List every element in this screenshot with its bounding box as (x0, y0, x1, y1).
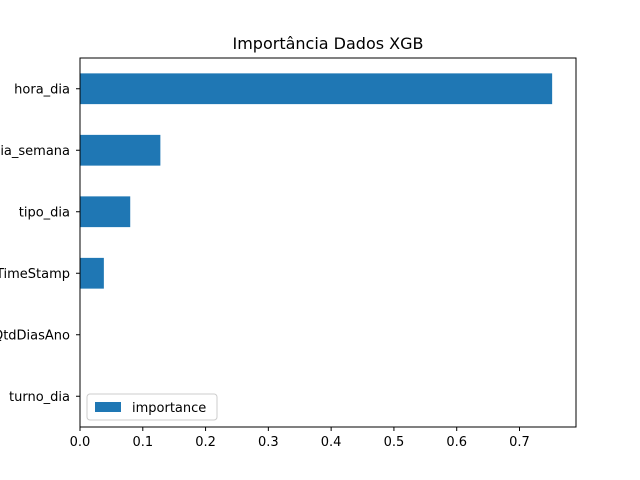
y-tick-label: TimeStamp (0, 267, 70, 282)
x-tick-label: 0.1 (132, 435, 153, 450)
y-tick-label: turno_dia (9, 390, 70, 405)
bar-TimeStamp (80, 257, 104, 289)
x-tick-label: 0.2 (195, 435, 216, 450)
plot-frame (79, 57, 577, 428)
x-axis-ticks: 0.0 0.1 0.2 0.3 0.4 0.5 0.6 0.7 (70, 427, 530, 450)
bars-group (80, 73, 553, 289)
chart-title: Importância Dados XGB (232, 34, 423, 53)
bar-tipo_dia (80, 196, 131, 228)
legend-label: importance (132, 401, 206, 416)
y-tick-label: QtdDiasAno (0, 328, 70, 343)
legend: importance (86, 393, 218, 421)
legend-box (86, 393, 218, 421)
x-tick-label: 0.7 (509, 435, 530, 450)
bar-hora_dia (80, 73, 553, 105)
x-tick-label: 0.0 (70, 435, 91, 450)
y-axis-ticks: hora_dia dia_semana tipo_dia TimeStamp QtdDi… (0, 82, 80, 405)
y-tick-label: hora_dia (14, 82, 70, 97)
x-tick-label: 0.3 (258, 435, 279, 450)
y-tick-label: tipo_dia (19, 205, 70, 220)
x-tick-label: 0.5 (384, 435, 405, 450)
x-tick-label: 0.4 (321, 435, 342, 450)
legend-swatch (95, 402, 121, 412)
bar-dia_semana (80, 134, 161, 166)
x-tick-label: 0.6 (446, 435, 467, 450)
y-tick-label: dia_semana (0, 144, 70, 159)
